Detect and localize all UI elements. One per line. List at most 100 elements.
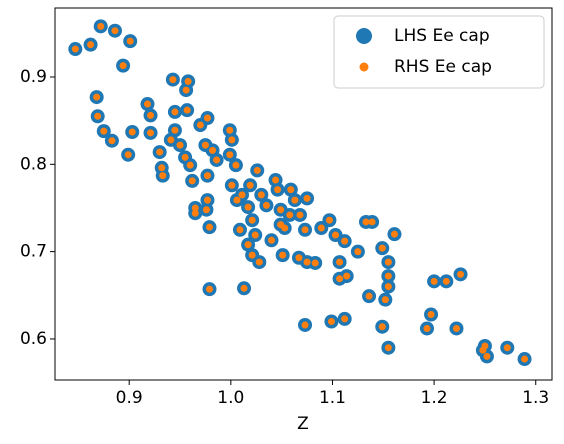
x-tick-label: 1.3 [522,388,549,408]
point [246,181,254,189]
point [169,76,177,84]
point [119,62,127,70]
point [124,151,132,159]
point [159,172,167,180]
point [301,226,309,234]
point [384,272,392,280]
point [176,141,184,149]
point [317,224,325,232]
point [97,22,105,30]
point [183,106,191,114]
x-tick-label: 1.1 [319,388,346,408]
point [281,224,289,232]
point [191,209,199,217]
point [295,254,303,262]
point [171,108,179,116]
point [291,196,299,204]
point [378,244,386,252]
point [327,317,335,325]
point [201,141,209,149]
point [71,45,79,53]
point [244,241,252,249]
x-tick-label: 1.0 [217,388,244,408]
point [262,201,270,209]
point [205,223,213,231]
point [279,251,287,259]
point [384,283,392,291]
point [226,151,234,159]
point [203,196,211,204]
point [233,196,241,204]
point [226,126,234,134]
point [158,164,166,172]
plot-frame [54,7,553,381]
point [423,324,431,332]
point [244,203,252,211]
point [257,191,265,199]
point [336,258,344,266]
point [167,136,175,144]
point [341,315,349,323]
point [381,296,389,304]
point [191,204,199,212]
point [255,258,263,266]
point [303,194,311,202]
point [147,129,155,137]
legend-label: RHS Ee cap [394,57,492,77]
point [87,41,95,49]
point [213,156,221,164]
point [251,231,259,239]
point [93,93,101,101]
point [343,272,351,280]
y-tick-label: 0.9 [20,67,47,87]
legend-marker [359,62,369,72]
point [248,216,256,224]
point [228,136,236,144]
legend-marker [356,28,372,44]
point [184,77,192,85]
point [277,206,285,214]
point [111,27,119,35]
point [228,181,236,189]
y-tick-label: 0.6 [20,329,47,349]
point [100,127,108,135]
point [384,258,392,266]
point [368,218,376,226]
point [479,346,487,354]
point [205,285,213,293]
point [427,311,435,319]
point [143,100,151,108]
y-tick-label: 0.8 [20,154,47,174]
point [147,111,155,119]
point [336,275,344,283]
y-tick-label: 0.7 [20,242,47,262]
point [236,226,244,234]
point [156,148,164,156]
point [457,270,465,278]
point [341,237,349,245]
legend-label: LHS Ee cap [394,26,490,46]
point [186,161,194,169]
point [286,211,294,219]
point [203,114,211,122]
point [108,137,116,145]
point [126,37,134,45]
point [209,146,217,154]
x-tick-label: 0.9 [116,388,143,408]
x-tick-label: 1.2 [421,388,448,408]
point [390,230,398,238]
x-axis-label: Z [297,414,309,434]
point [303,258,311,266]
point [430,277,438,285]
point [325,216,333,224]
point [332,231,340,239]
point [503,344,511,352]
point [238,191,246,199]
point [354,248,362,256]
point [378,323,386,331]
point [267,236,275,244]
point [171,126,179,134]
point [253,166,261,174]
legend-box [333,15,545,89]
